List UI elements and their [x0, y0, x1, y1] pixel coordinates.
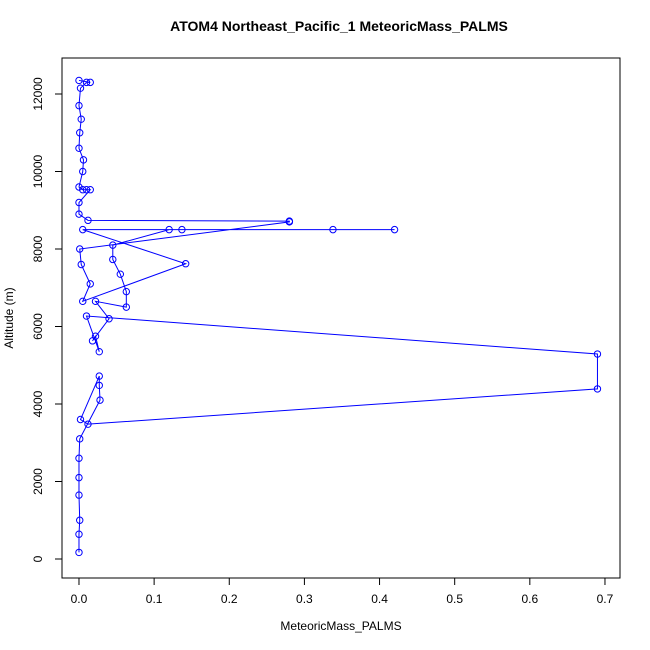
- data-point: [84, 420, 92, 428]
- data-point: [79, 225, 87, 234]
- y-tick-label: 6000: [31, 313, 45, 340]
- data-point: [82, 78, 91, 87]
- data-point: [75, 210, 83, 218]
- data-point: [76, 84, 85, 92]
- data-point: [109, 241, 117, 249]
- data-point: [75, 530, 83, 538]
- data-point: [76, 415, 85, 424]
- x-tick-label: 0.7: [597, 592, 614, 606]
- y-tick-label: 2000: [31, 468, 45, 495]
- y-tick-label: 4000: [31, 390, 45, 417]
- data-point: [91, 297, 100, 306]
- data-point: [79, 167, 87, 176]
- data-point: [181, 260, 190, 268]
- x-tick-label: 0.5: [446, 592, 463, 606]
- data-point: [593, 385, 602, 393]
- y-tick-label: 8000: [31, 235, 45, 262]
- data-point: [75, 183, 83, 191]
- data-point: [76, 435, 84, 443]
- data-point: [86, 186, 94, 194]
- data-point: [82, 312, 91, 320]
- chart-title: ATOM4 Northeast_Pacific_1 MeteoricMass_P…: [170, 18, 508, 34]
- data-point: [178, 225, 186, 234]
- data-point: [105, 315, 113, 323]
- x-tick-label: 0.6: [521, 592, 538, 606]
- data-point: [122, 287, 131, 296]
- data-point: [390, 225, 399, 234]
- data-point: [122, 303, 131, 311]
- data-point: [75, 101, 83, 110]
- data-point: [116, 270, 125, 278]
- x-tick-label: 0.2: [221, 592, 238, 606]
- data-point: [75, 548, 83, 557]
- data-point: [75, 454, 83, 462]
- y-tick-label: 10000: [31, 154, 45, 188]
- x-tick-label: 0.0: [71, 592, 88, 606]
- data-point: [95, 372, 103, 380]
- y-axis-label: Altitude (m): [2, 287, 16, 348]
- x-tick-label: 0.4: [371, 592, 388, 606]
- data-point: [79, 156, 88, 164]
- data-point: [76, 245, 84, 253]
- data-point: [75, 144, 83, 152]
- data-point: [75, 198, 83, 207]
- data-point: [75, 76, 83, 85]
- data-point: [77, 115, 85, 123]
- data-point: [76, 129, 84, 137]
- data-point: [86, 280, 94, 288]
- data-point: [96, 396, 104, 404]
- data-point: [75, 473, 83, 482]
- data-point: [79, 297, 87, 306]
- data-point: [95, 347, 103, 356]
- data-point: [88, 337, 97, 345]
- data-point: [77, 260, 85, 269]
- x-tick-label: 0.1: [146, 592, 163, 606]
- data-point: [165, 225, 173, 234]
- data-point: [82, 186, 91, 194]
- data-point: [84, 216, 92, 225]
- x-tick-label: 0.3: [296, 592, 313, 606]
- y-tick-label: 12000: [31, 77, 45, 111]
- y-tick-label: 0: [31, 555, 45, 562]
- data-point: [75, 491, 83, 499]
- data-point: [329, 225, 337, 234]
- data-point: [285, 217, 294, 225]
- data-point: [95, 381, 103, 390]
- data-point: [593, 350, 602, 358]
- data-point: [76, 516, 84, 524]
- data-point: [86, 78, 94, 87]
- x-axis-label: MeteoricMass_PALMS: [280, 619, 401, 633]
- data-point: [109, 255, 117, 264]
- data-line: [78, 79, 598, 553]
